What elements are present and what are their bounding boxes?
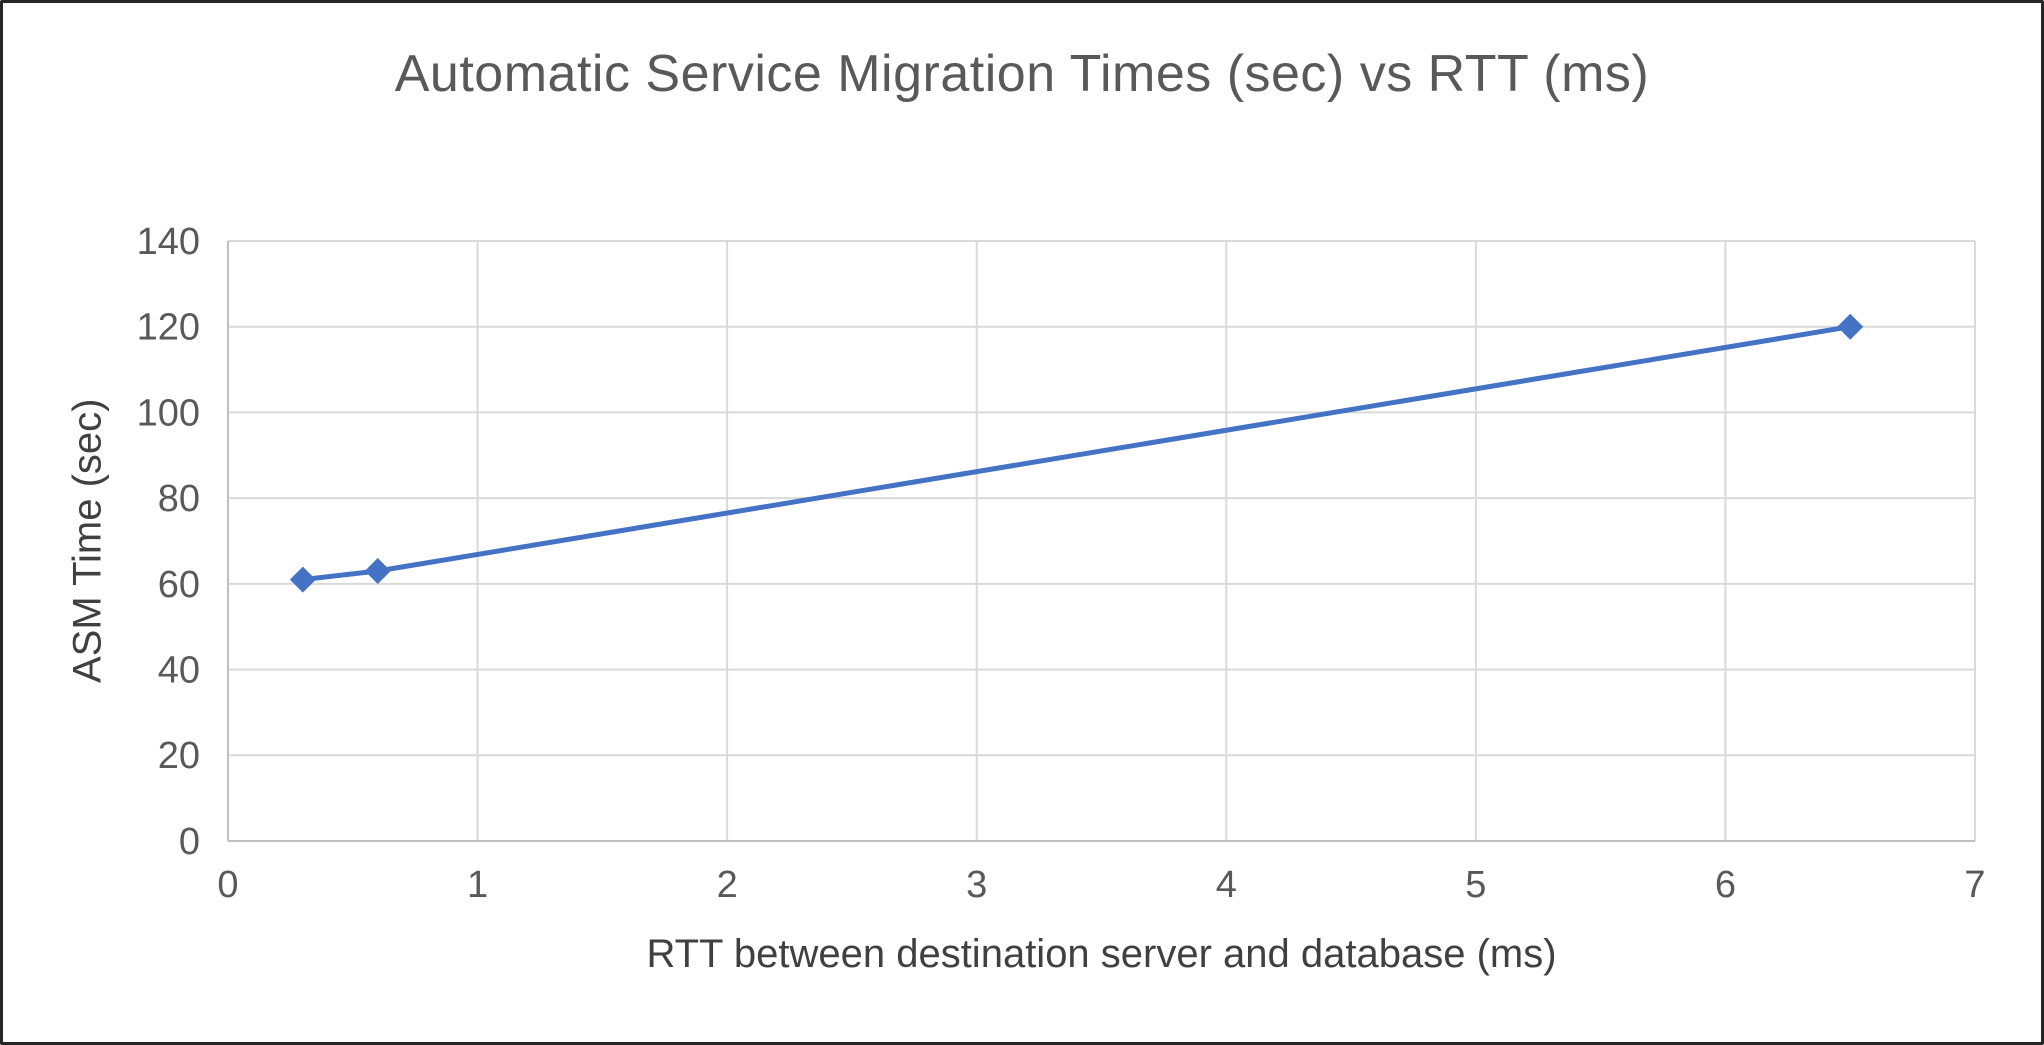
x-axis-title: RTT between destination server and datab… (646, 932, 1557, 976)
x-tick-label: 0 (217, 864, 238, 906)
x-tick-label: 5 (1465, 864, 1486, 906)
y-tick-label: 60 (158, 564, 200, 606)
y-tick-label: 20 (158, 735, 200, 777)
x-tick-label: 3 (966, 864, 987, 906)
data-point-marker (289, 566, 316, 593)
chart-title: Automatic Service Migration Times (sec) … (394, 45, 1650, 103)
y-tick-label: 80 (158, 478, 200, 520)
data-point-marker (364, 558, 391, 584)
x-tick-label: 6 (1715, 864, 1736, 906)
y-tick-label: 0 (179, 821, 200, 863)
y-tick-label: 120 (137, 307, 200, 349)
y-tick-label: 100 (137, 392, 200, 434)
x-tick-label: 2 (717, 864, 738, 906)
data-point-marker (1837, 313, 1864, 340)
y-tick-label: 140 (137, 221, 200, 263)
y-tick-label: 40 (158, 649, 200, 691)
x-tick-label: 1 (467, 864, 488, 906)
y-axis-title: ASM Time (sec) (65, 398, 110, 684)
x-tick-label: 7 (1964, 864, 1985, 906)
series-line (300, 324, 1853, 583)
x-tick-label: 4 (1216, 864, 1237, 906)
